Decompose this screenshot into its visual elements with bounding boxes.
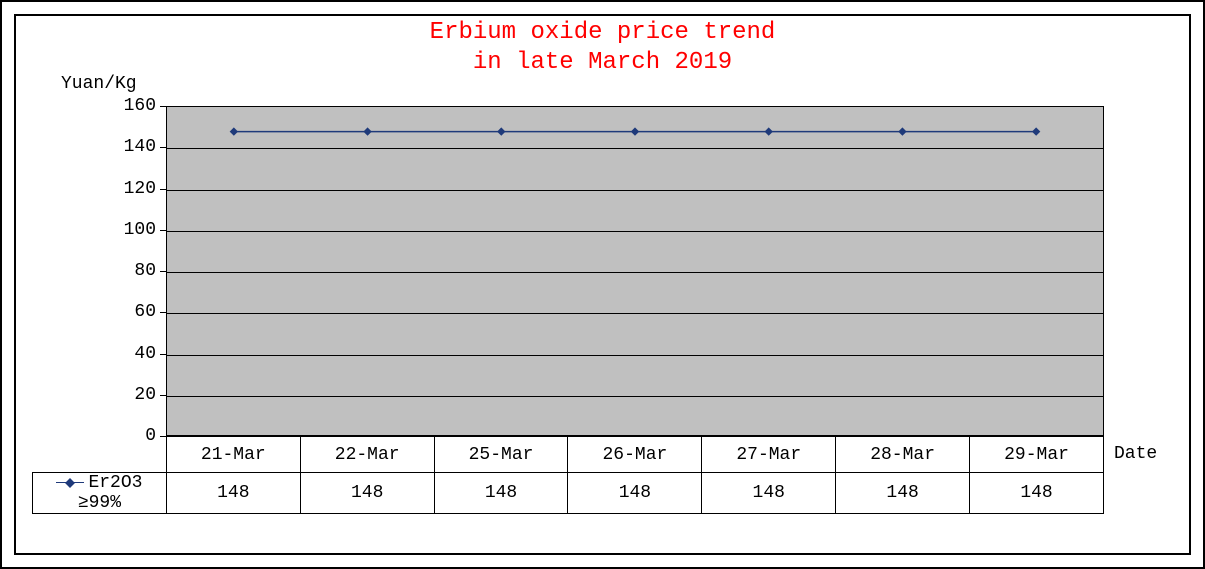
chart-title-line1: Erbium oxide price trend (16, 18, 1189, 48)
y-tick-mark (160, 189, 166, 190)
data-table-value-cell: 148 (836, 473, 970, 514)
data-marker (765, 128, 772, 135)
y-tick-mark (160, 312, 166, 313)
y-tick-mark (160, 436, 166, 437)
legend-cell: Er2O3 ≥99% (33, 473, 167, 514)
chart-outer-frame: Erbium oxide price trend in late March 2… (0, 0, 1205, 569)
data-marker (364, 128, 371, 135)
y-tick-label: 140 (106, 137, 156, 157)
data-marker (1033, 128, 1040, 135)
y-tick-label: 0 (106, 426, 156, 446)
data-table-value-cell: 148 (568, 473, 702, 514)
chart-title-line2: in late March 2019 (16, 48, 1189, 78)
y-tick-label: 20 (106, 385, 156, 405)
data-table-value-cell: 148 (702, 473, 836, 514)
y-tick-label: 60 (106, 302, 156, 322)
y-axis-label: Yuan/Kg (61, 74, 137, 94)
data-table-category-cell: 25-Mar (434, 437, 568, 473)
data-table-value-cell: 148 (300, 473, 434, 514)
chart-title: Erbium oxide price trend in late March 2… (16, 16, 1189, 78)
y-tick-mark (160, 271, 166, 272)
grid-line (167, 190, 1103, 191)
data-table-value-row: Er2O3 ≥99%148148148148148148148 (33, 473, 1104, 514)
grid-line (167, 313, 1103, 314)
data-table-category-cell: 26-Mar (568, 437, 702, 473)
y-tick-label: 80 (106, 261, 156, 281)
data-table-category-cell: 29-Mar (970, 437, 1104, 473)
chart-inner-frame: Erbium oxide price trend in late March 2… (14, 14, 1191, 555)
data-table-category-cell: 21-Mar (166, 437, 300, 473)
y-tick-mark (160, 147, 166, 148)
grid-line (167, 148, 1103, 149)
y-tick-label: 120 (106, 179, 156, 199)
data-marker (632, 128, 639, 135)
y-tick-label: 160 (106, 96, 156, 116)
legend-label: Er2O3 ≥99% (78, 473, 143, 513)
y-tick-mark (160, 395, 166, 396)
grid-line (167, 396, 1103, 397)
y-tick-mark (160, 230, 166, 231)
legend-marker-icon (65, 478, 75, 488)
data-marker (498, 128, 505, 135)
legend-line-icon (56, 482, 84, 483)
y-tick-mark (160, 106, 166, 107)
data-table-header-row: 21-Mar22-Mar25-Mar26-Mar27-Mar28-Mar29-M… (33, 437, 1104, 473)
data-table-category-cell: 28-Mar (836, 437, 970, 473)
data-table-category-cell: 27-Mar (702, 437, 836, 473)
data-marker (230, 128, 237, 135)
line-series-svg (167, 107, 1103, 435)
y-tick-label: 100 (106, 220, 156, 240)
data-table: 21-Mar22-Mar25-Mar26-Mar27-Mar28-Mar29-M… (32, 436, 1104, 514)
data-table-value-cell: 148 (166, 473, 300, 514)
data-table-category-cell: 22-Mar (300, 437, 434, 473)
grid-line (167, 272, 1103, 273)
data-table-value-cell: 148 (970, 473, 1104, 514)
x-axis-label: Date (1114, 444, 1157, 464)
y-tick-label: 40 (106, 344, 156, 364)
grid-line (167, 231, 1103, 232)
y-tick-mark (160, 354, 166, 355)
plot-area (166, 106, 1104, 436)
data-table-value-cell: 148 (434, 473, 568, 514)
grid-line (167, 355, 1103, 356)
data-marker (899, 128, 906, 135)
